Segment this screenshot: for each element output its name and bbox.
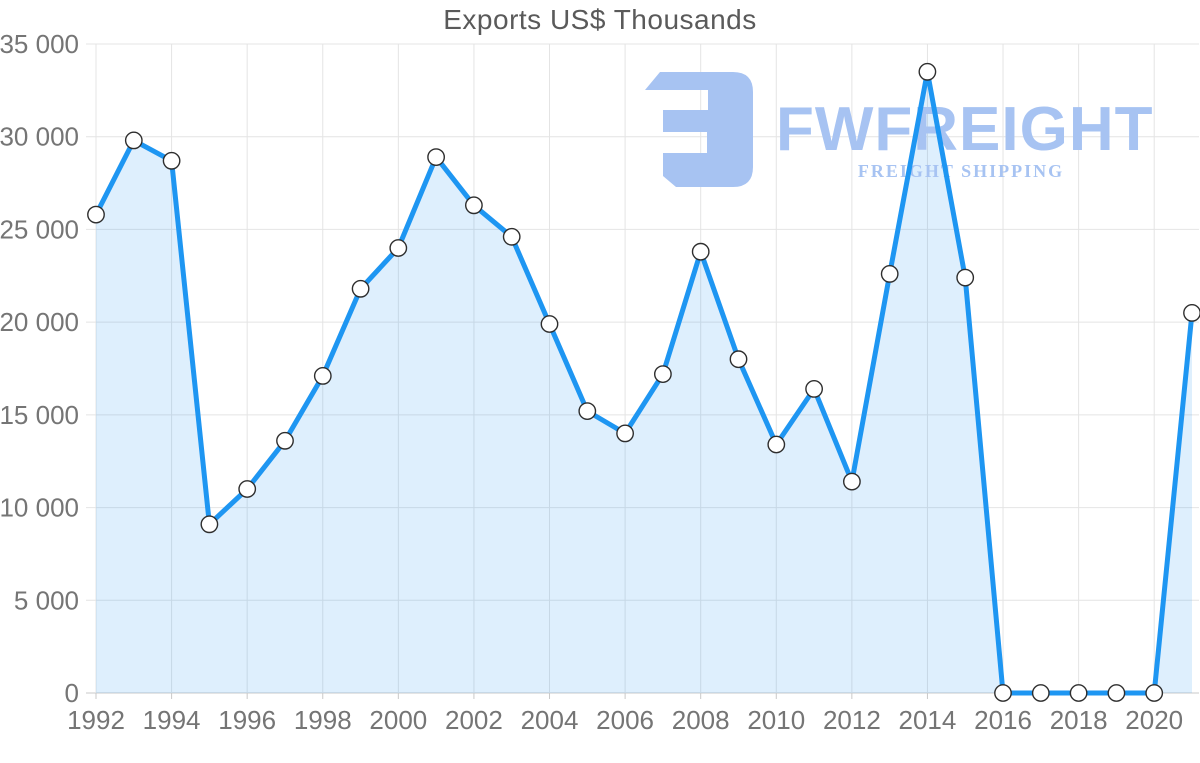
data-point-2017[interactable] <box>1031 684 1050 702</box>
y-axis-label: 35 000 <box>0 29 79 59</box>
y-axis-label: 10 000 <box>0 493 79 523</box>
x-axis-label: 2010 <box>747 705 805 735</box>
data-point-1998[interactable] <box>313 366 332 385</box>
x-axis-label: 2000 <box>369 705 427 735</box>
data-point-2015[interactable] <box>956 268 975 287</box>
x-axis-label: 2006 <box>596 705 654 735</box>
watermark: FWFREIGHT FREIGHT SHIPPING <box>645 72 1154 187</box>
data-point-2000[interactable] <box>389 239 408 257</box>
data-point-1997[interactable] <box>276 431 294 450</box>
series-area <box>96 71 1192 694</box>
y-axis-label: 5 000 <box>14 585 79 615</box>
series-layer <box>87 62 1200 702</box>
data-point-2009[interactable] <box>729 350 748 369</box>
y-axis-label: 20 000 <box>0 307 79 337</box>
data-point-1996[interactable] <box>238 480 257 498</box>
x-axis-label: 2020 <box>1125 705 1183 735</box>
y-axis-label: 15 000 <box>0 400 79 430</box>
x-axis-label: 2008 <box>672 705 730 735</box>
data-point-2006[interactable] <box>616 424 634 443</box>
x-axis-label: 2004 <box>521 705 579 735</box>
watermark-logo-icon <box>645 72 753 187</box>
data-point-1994[interactable] <box>162 151 181 170</box>
data-point-2005[interactable] <box>578 402 597 420</box>
x-axis-label: 2002 <box>445 705 503 735</box>
axis-labels-layer: 0 5 000 10 000 15 000 20 000 25 000 30 000 35 0… <box>0 29 1183 735</box>
data-point-2003[interactable] <box>502 227 521 246</box>
watermark-brand-text: FWFREIGHT <box>776 95 1154 164</box>
data-point-2018[interactable] <box>1069 684 1088 702</box>
data-point-2019[interactable] <box>1107 684 1126 702</box>
data-point-1995[interactable] <box>200 515 219 534</box>
y-axis-label: 0 <box>65 678 79 708</box>
x-axis-label: 1998 <box>294 705 352 735</box>
data-point-2004[interactable] <box>540 315 559 333</box>
data-point-2020[interactable] <box>1145 684 1164 702</box>
x-axis-label: 1994 <box>143 705 201 735</box>
watermark-tagline-text: FREIGHT SHIPPING <box>858 161 1064 181</box>
data-point-2007[interactable] <box>654 365 672 383</box>
data-point-2008[interactable] <box>691 242 710 261</box>
data-point-2010[interactable] <box>767 435 786 454</box>
data-point-2002[interactable] <box>464 196 483 215</box>
data-point-1992[interactable] <box>87 205 105 224</box>
data-point-2014[interactable] <box>918 62 937 81</box>
data-point-2001[interactable] <box>427 148 445 167</box>
y-axis-label: 30 000 <box>0 122 79 152</box>
x-axis-label: 2016 <box>974 705 1032 735</box>
x-axis-label: 2012 <box>823 705 881 735</box>
area-fill-layer <box>96 71 1192 694</box>
x-axis-label: 2018 <box>1050 705 1108 735</box>
data-point-2011[interactable] <box>805 379 823 398</box>
data-point-2016[interactable] <box>994 684 1012 702</box>
chart-title: Exports US$ Thousands <box>443 4 757 35</box>
data-point-1999[interactable] <box>351 279 370 298</box>
x-axis-label: 1992 <box>67 705 125 735</box>
x-axis-label: 2014 <box>899 705 957 735</box>
data-point-2013[interactable] <box>880 264 899 283</box>
data-point-2021[interactable] <box>1183 304 1200 322</box>
y-axis-label: 25 000 <box>0 214 79 244</box>
data-point-2012[interactable] <box>843 472 861 491</box>
data-point-1993[interactable] <box>124 131 143 150</box>
x-axis-label: 1996 <box>218 705 276 735</box>
